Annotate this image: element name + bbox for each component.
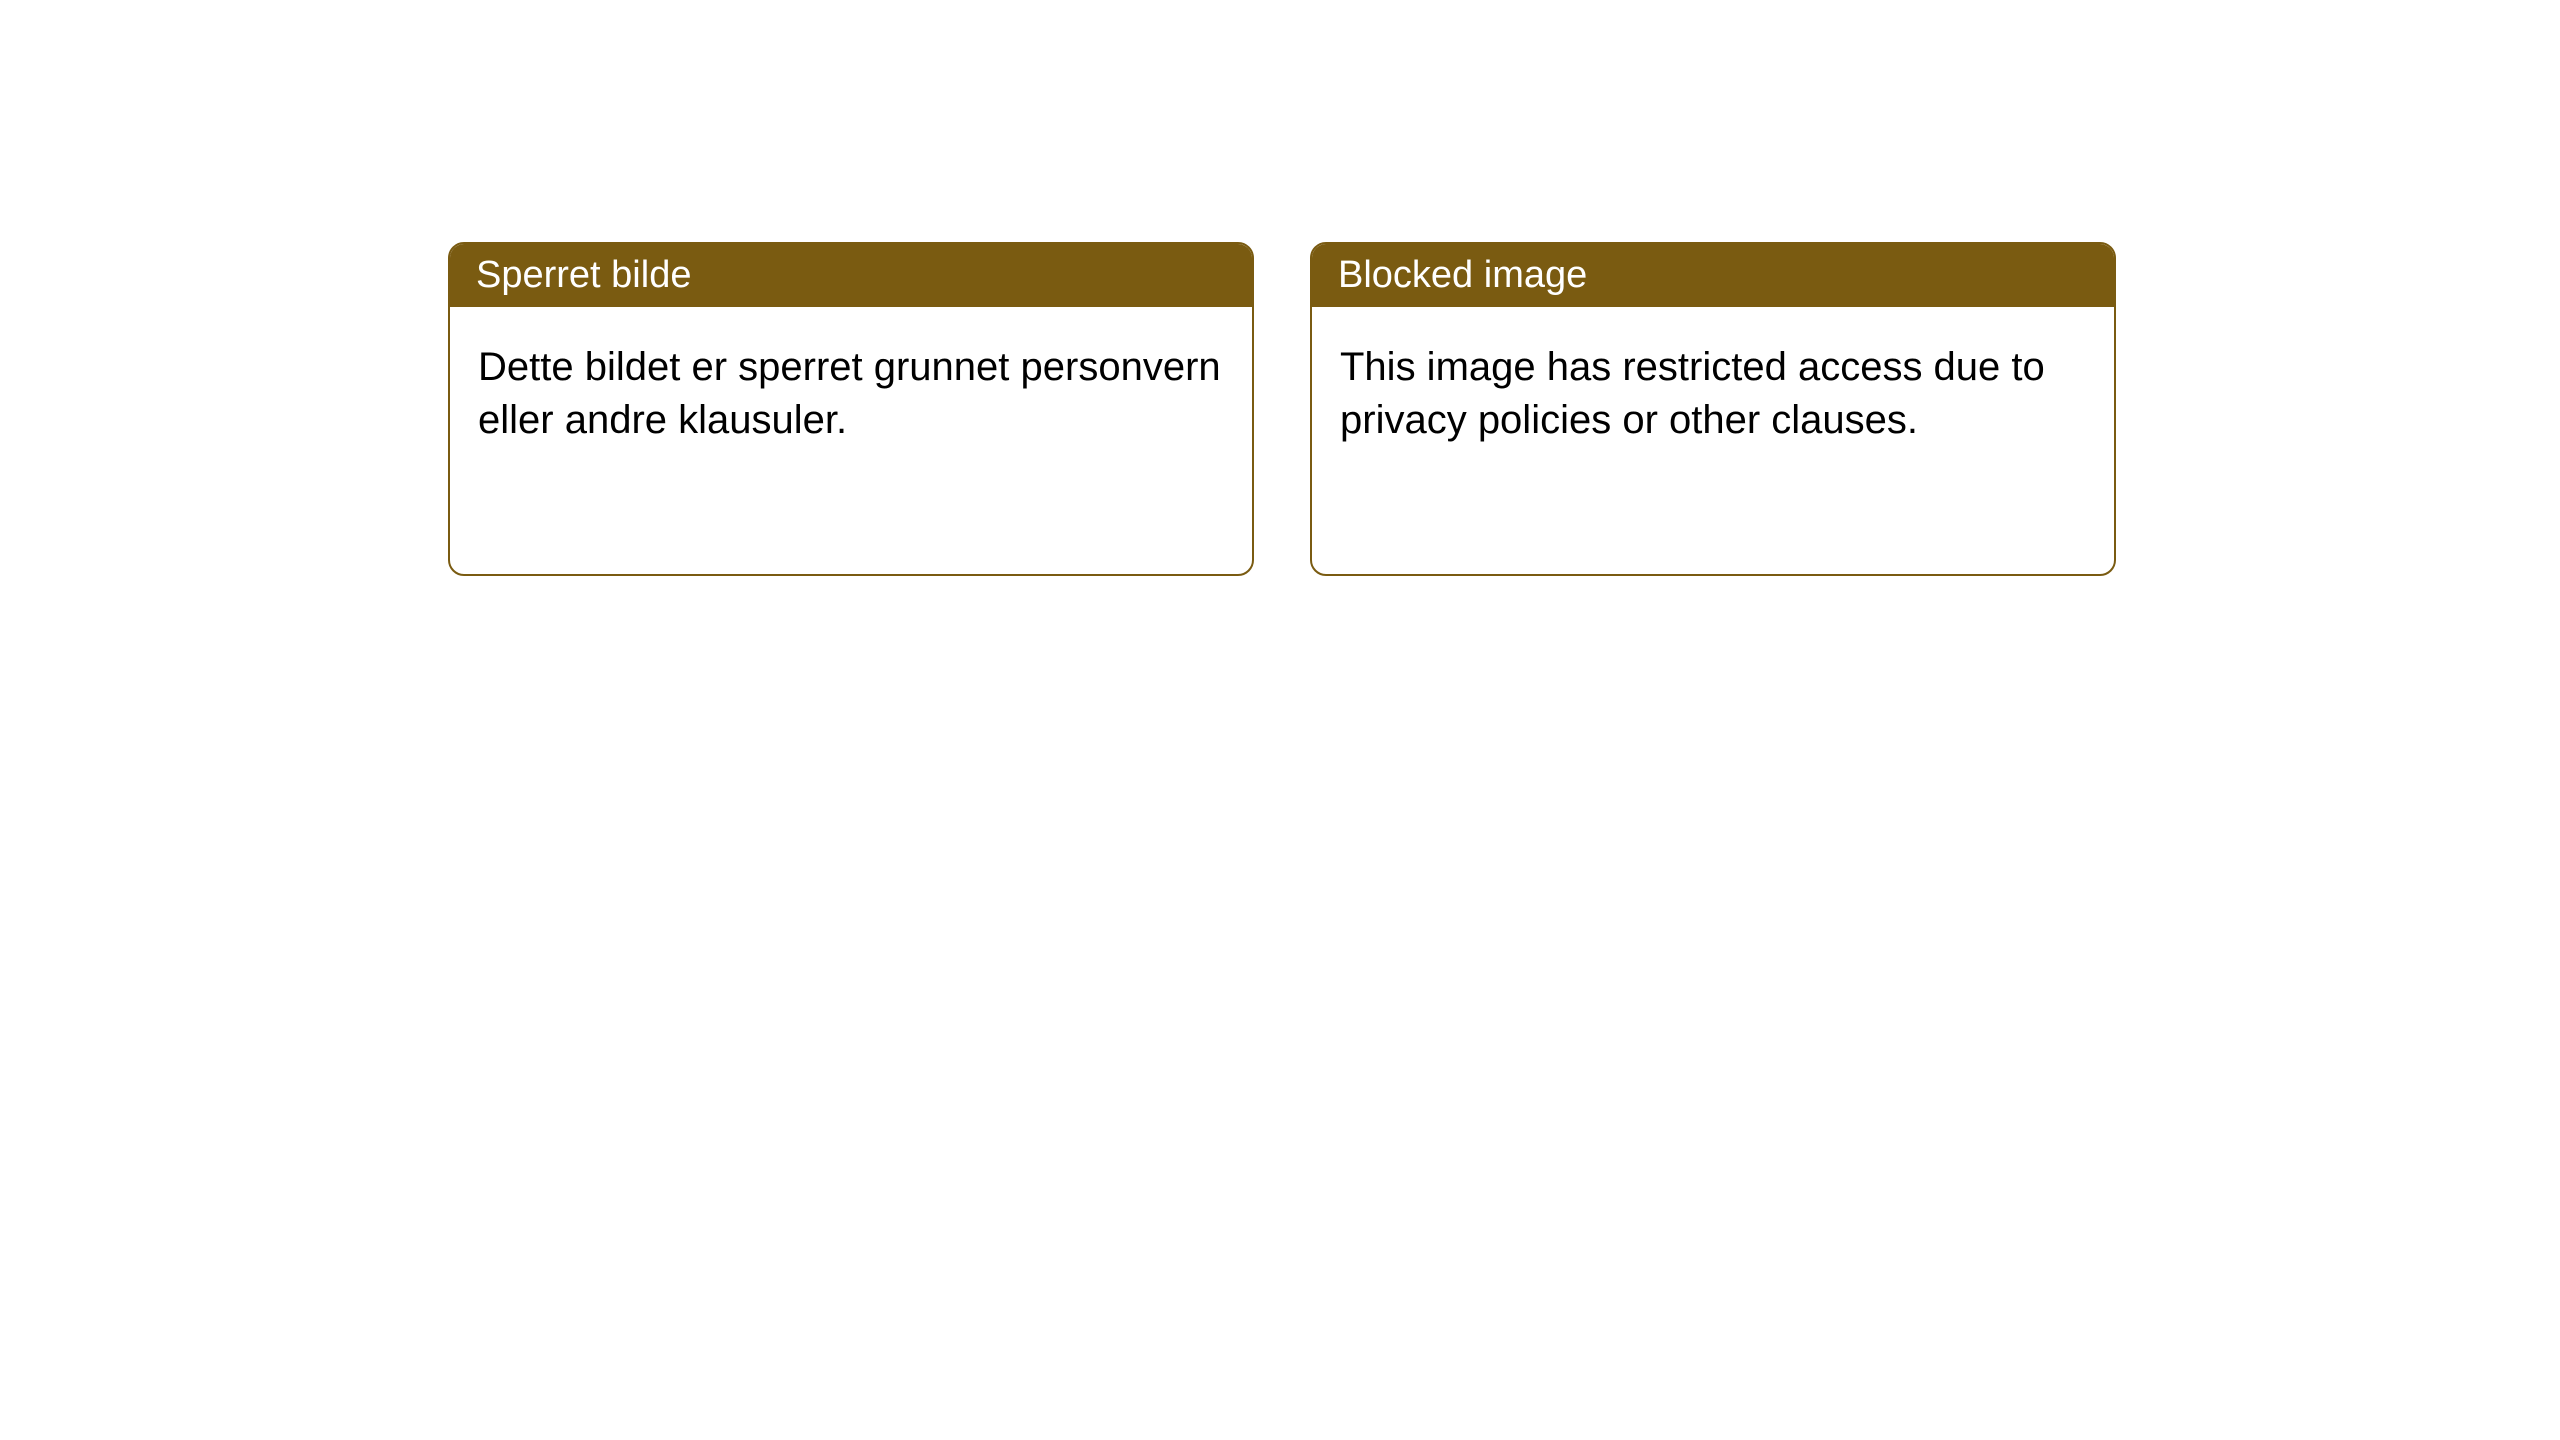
panel-header-en: Blocked image: [1312, 244, 2114, 307]
notice-container: Sperret bilde Dette bildet er sperret gr…: [0, 0, 2560, 576]
notice-panel-en: Blocked image This image has restricted …: [1310, 242, 2116, 576]
notice-panel-no: Sperret bilde Dette bildet er sperret gr…: [448, 242, 1254, 576]
panel-body-no: Dette bildet er sperret grunnet personve…: [450, 307, 1252, 475]
panel-body-en: This image has restricted access due to …: [1312, 307, 2114, 475]
panel-header-no: Sperret bilde: [450, 244, 1252, 307]
